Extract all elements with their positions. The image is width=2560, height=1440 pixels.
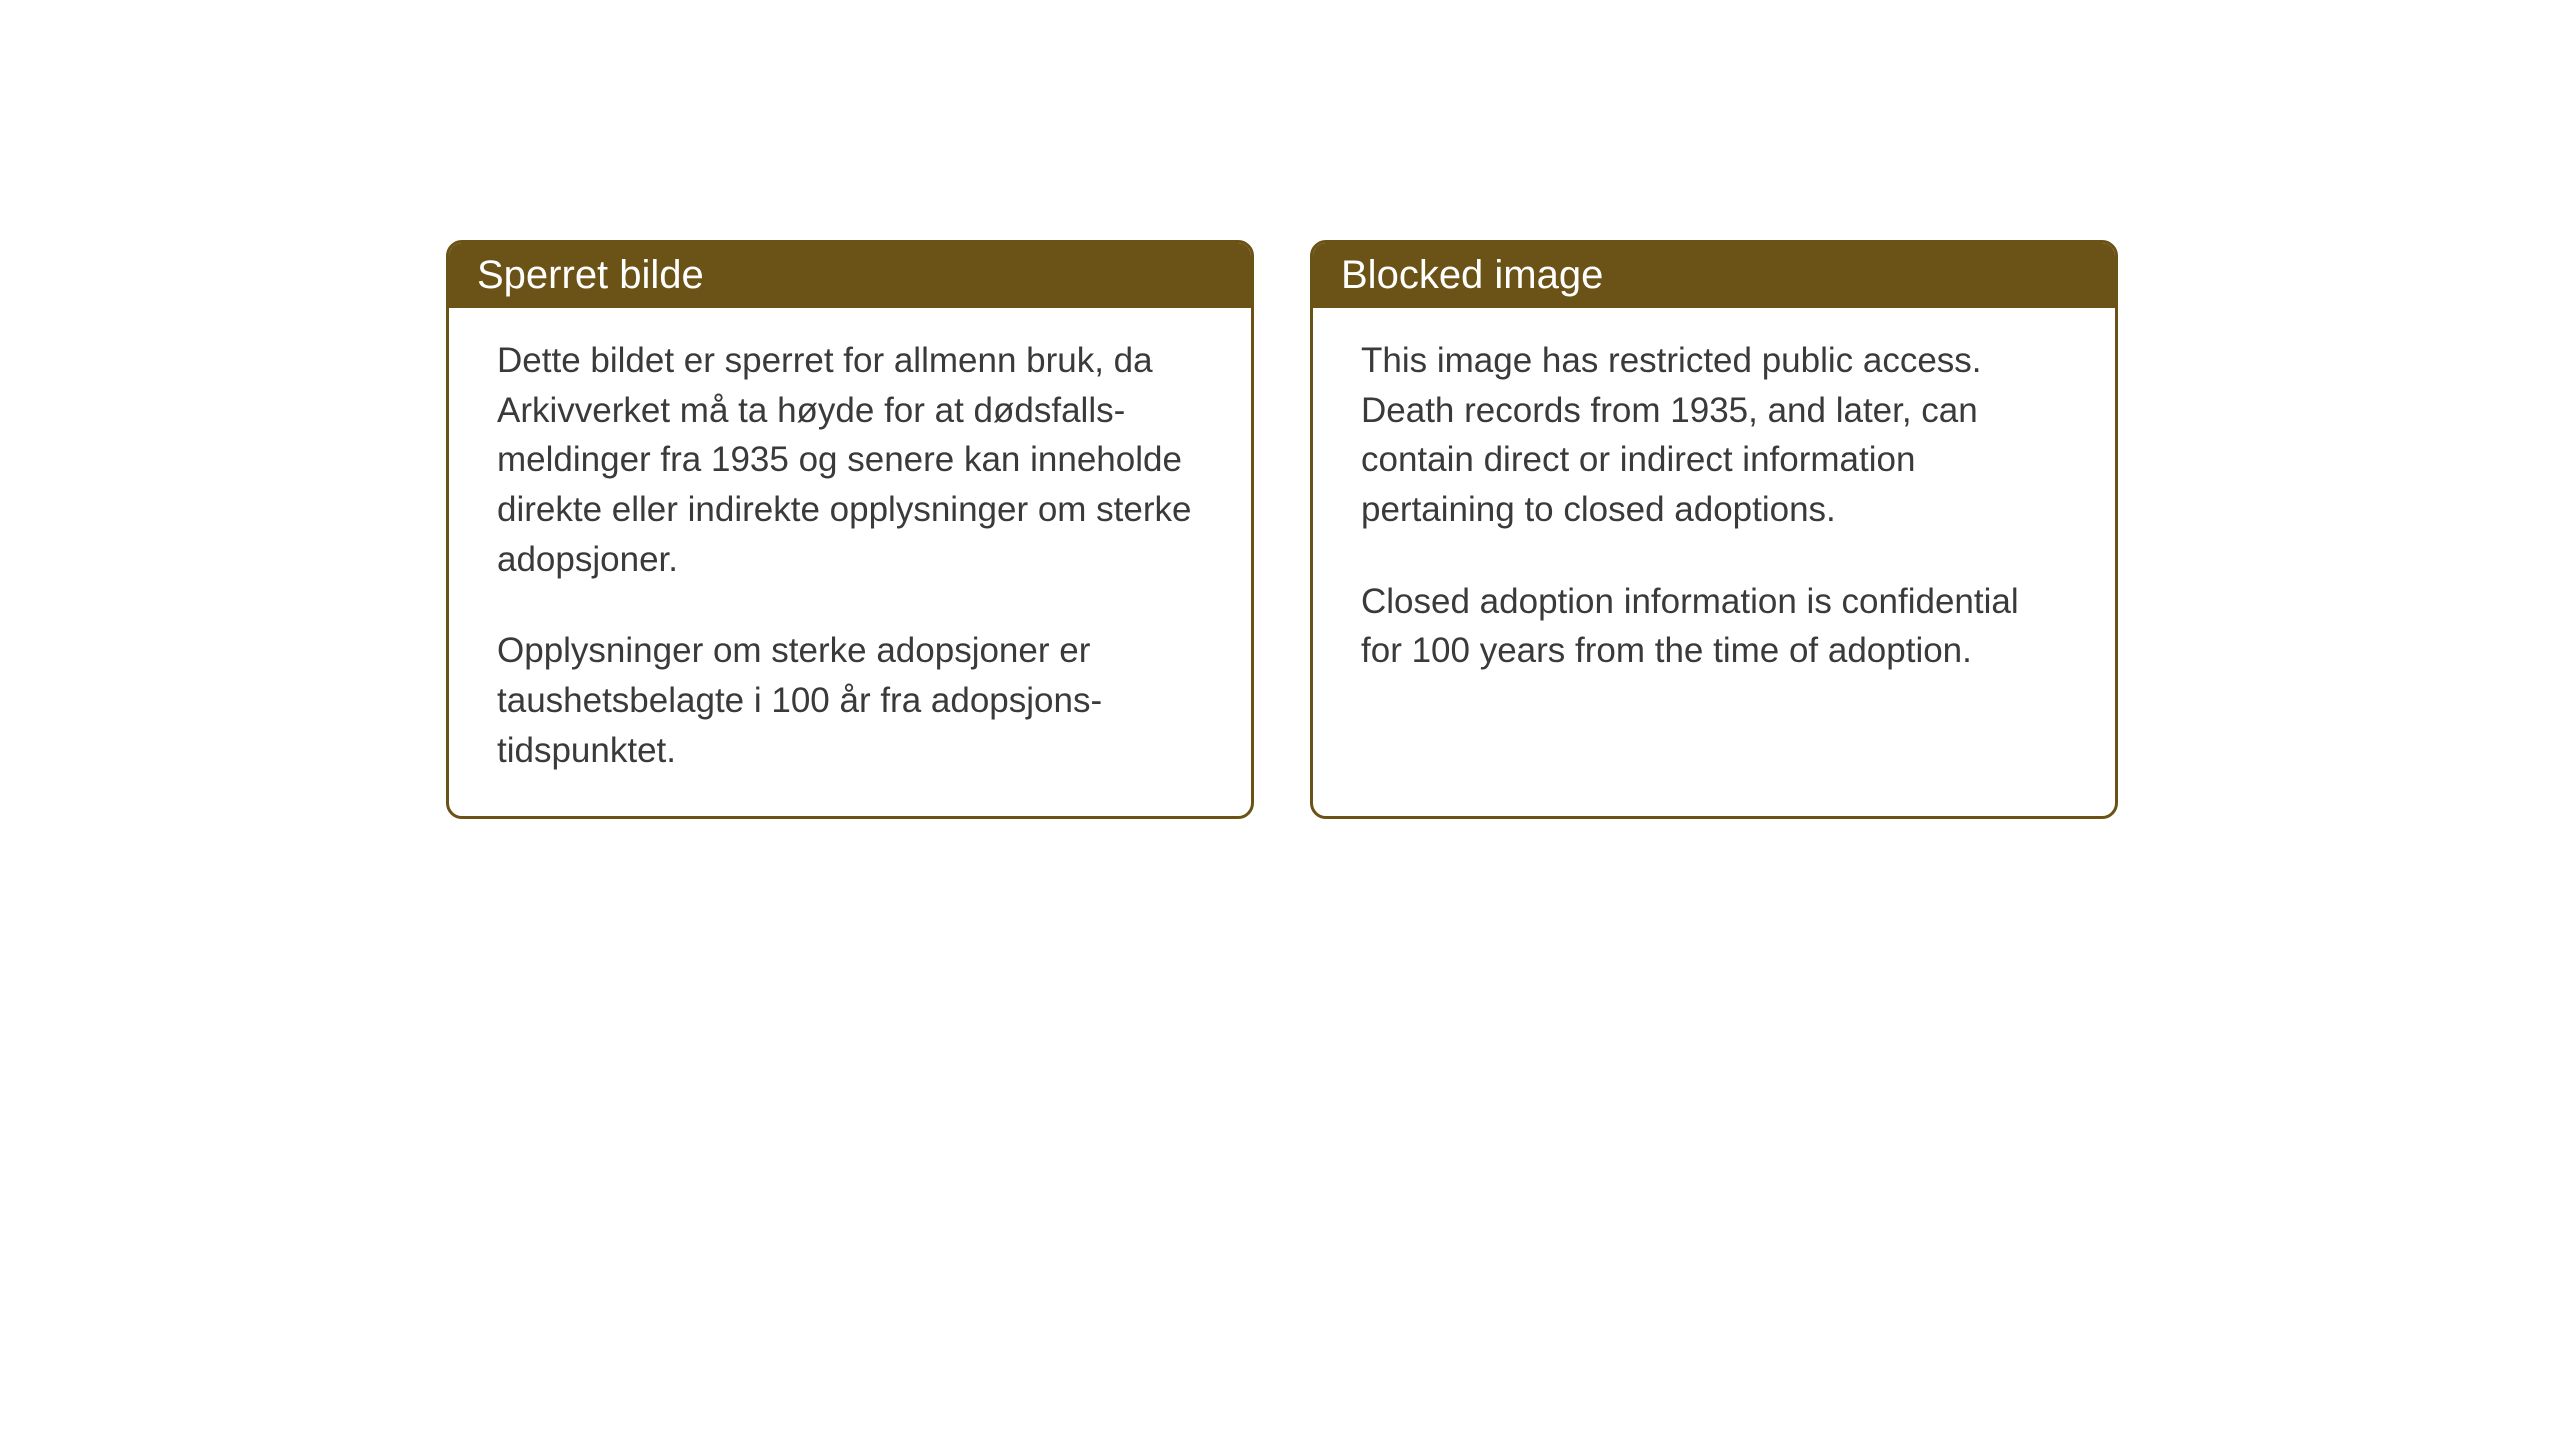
- paragraph-2-norwegian: Opplysninger om sterke adopsjoner er tau…: [497, 626, 1203, 775]
- paragraph-1-english: This image has restricted public access.…: [1361, 336, 2067, 535]
- card-body-norwegian: Dette bildet er sperret for allmenn bruk…: [449, 308, 1251, 816]
- card-header-norwegian: Sperret bilde: [449, 243, 1251, 308]
- card-title-english: Blocked image: [1341, 253, 1603, 297]
- notice-card-english: Blocked image This image has restricted …: [1310, 240, 2118, 819]
- paragraph-1-norwegian: Dette bildet er sperret for allmenn bruk…: [497, 336, 1203, 584]
- notice-card-norwegian: Sperret bilde Dette bildet er sperret fo…: [446, 240, 1254, 819]
- notice-container: Sperret bilde Dette bildet er sperret fo…: [446, 240, 2118, 819]
- card-body-english: This image has restricted public access.…: [1313, 308, 2115, 716]
- paragraph-2-english: Closed adoption information is confident…: [1361, 577, 2067, 676]
- card-title-norwegian: Sperret bilde: [477, 253, 704, 297]
- card-header-english: Blocked image: [1313, 243, 2115, 308]
